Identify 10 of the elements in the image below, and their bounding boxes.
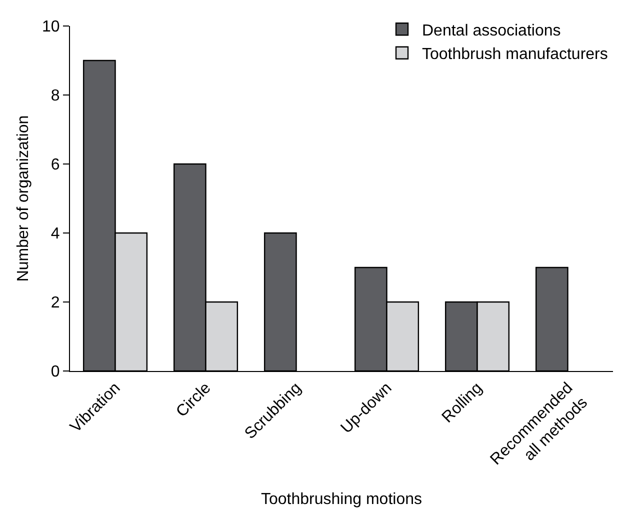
legend-label: Dental associations (422, 22, 561, 40)
y-tick-label: 6 (50, 156, 60, 174)
y-axis-title: Number of organization (15, 115, 32, 282)
y-tick-label: 0 (50, 364, 60, 381)
y-tick-label: 8 (50, 88, 60, 105)
y-tick-label: 2 (50, 294, 60, 312)
y-tick-label: 10 (42, 18, 60, 36)
x-axis-title: Toothbrushing motions (261, 490, 422, 508)
y-tick-label: 4 (50, 226, 60, 243)
legend-label: Toothbrush manufacturers (422, 46, 608, 64)
